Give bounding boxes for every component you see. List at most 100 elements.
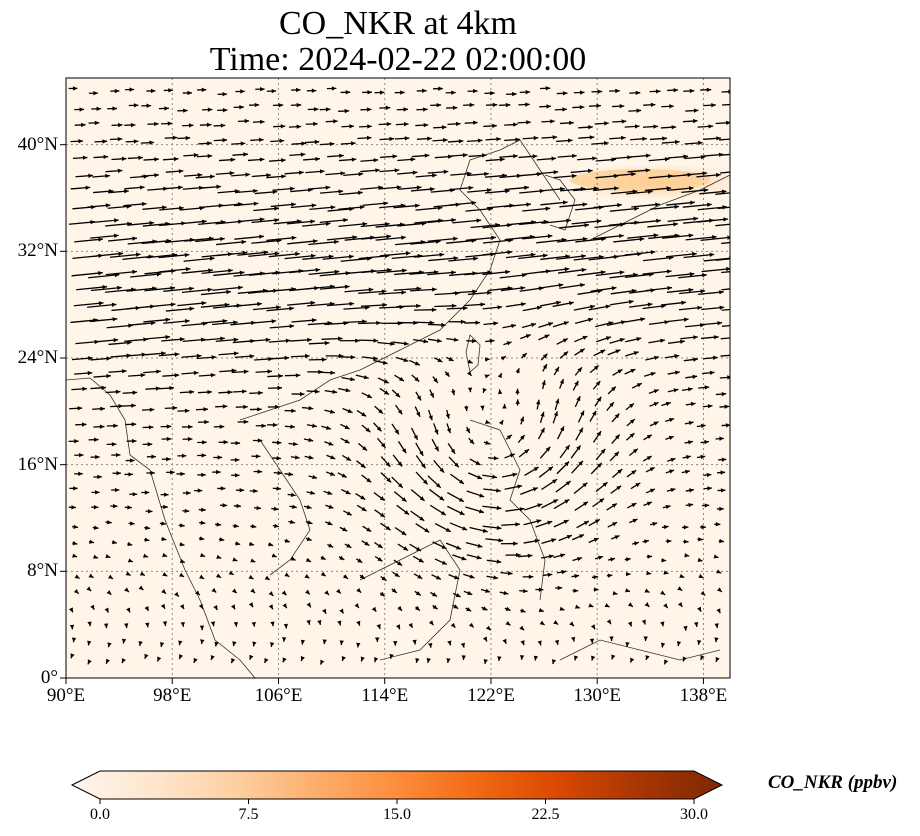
wind-arrow: [540, 201, 568, 206]
wind-arrow-head: [187, 436, 193, 442]
wind-arrow-head: [133, 139, 139, 144]
wind-arrow-head: [496, 488, 501, 493]
wind-arrow-head: [261, 423, 267, 428]
wind-arrow-head: [125, 571, 131, 576]
wind-arrow: [201, 269, 233, 275]
wind-arrow: [287, 301, 316, 306]
wind-arrow-head: [228, 268, 233, 273]
wind-arrow-head: [201, 507, 206, 512]
wind-arrow-head: [162, 572, 168, 577]
wind-arrow-head: [106, 356, 112, 361]
wind-arrow: [198, 221, 226, 226]
wind-arrow: [393, 287, 422, 291]
wind-arrow-head: [730, 102, 735, 106]
wind-arrow-head: [447, 640, 452, 646]
wind-arrow-head: [366, 527, 372, 532]
wind-arrow-head: [677, 602, 683, 607]
wind-arrow-head: [88, 173, 93, 178]
wind-arrow-head: [660, 621, 665, 627]
wind-arrow-head: [161, 205, 167, 210]
wind-arrow-head: [87, 659, 92, 665]
wind-arrow-head: [329, 141, 335, 147]
wind-arrow: [715, 192, 730, 195]
wind-arrow-head: [263, 250, 269, 255]
wind-arrow-head: [401, 235, 406, 240]
wind-arrow-head: [706, 472, 712, 478]
wind-arrow-head: [346, 543, 352, 548]
wind-arrow-head: [311, 88, 317, 93]
coastline-japan: [589, 174, 730, 241]
wind-arrow-head: [296, 102, 302, 108]
wind-arrow-head: [619, 270, 625, 275]
wind-arrow-head: [669, 417, 675, 423]
wind-arrow-head: [184, 508, 190, 514]
wind-arrow: [142, 222, 170, 227]
wind-arrow: [74, 238, 103, 243]
wind-arrow-head: [642, 136, 647, 142]
wind-arrow-head: [105, 554, 111, 559]
wind-arrow-head: [473, 88, 478, 94]
wind-arrow-head: [703, 188, 709, 193]
wind-arrow-head: [68, 607, 73, 613]
wind-arrow-head: [441, 544, 447, 549]
wind-arrow-head: [108, 574, 114, 579]
wind-arrow-head: [306, 602, 311, 608]
wind-arrow-head: [552, 135, 558, 140]
wind-arrow-head: [480, 405, 485, 411]
wind-arrow-head: [268, 604, 273, 610]
wind-arrow-head: [144, 490, 150, 495]
wind-arrow-head: [482, 387, 487, 393]
wind-arrow-head: [386, 477, 392, 483]
wind-arrow-head: [469, 574, 475, 579]
wind-arrow-head: [414, 605, 420, 611]
wind-arrow-head: [553, 411, 558, 417]
wind-arrow: [428, 257, 459, 262]
wind-arrow-head: [445, 527, 451, 532]
wind-arrow-head: [467, 590, 473, 595]
wind-arrow-head: [422, 479, 428, 485]
wind-arrow-head: [540, 427, 545, 433]
wind-arrow: [212, 286, 243, 291]
wind-arrow-head: [118, 122, 123, 128]
wind-arrow-head: [272, 189, 278, 195]
wind-arrow-head: [625, 588, 630, 593]
wind-arrow-head: [282, 603, 287, 609]
wind-arrow-head: [445, 413, 450, 419]
wind-arrow: [415, 206, 443, 211]
wind-arrow-head: [274, 523, 279, 528]
wind-arrow-head: [432, 604, 438, 610]
wind-arrow-head: [416, 411, 421, 417]
wind-arrow-head: [520, 640, 525, 646]
wind-arrow-head: [572, 153, 577, 159]
wind-arrow-head: [591, 655, 596, 661]
wind-arrow-head: [69, 624, 75, 630]
wind-arrow: [183, 257, 215, 262]
wind-arrow-head: [440, 510, 446, 516]
wind-arrow-head: [475, 460, 481, 465]
wind-arrow-head: [93, 525, 99, 530]
wind-arrow-head: [477, 543, 483, 548]
wind-arrow-head: [593, 537, 599, 542]
wind-arrow-head: [199, 574, 205, 579]
wind-arrow-head: [222, 92, 228, 97]
wind-arrow-head: [326, 425, 331, 430]
wind-arrow: [177, 302, 207, 307]
wind-arrow-head: [653, 124, 658, 129]
wind-arrow: [592, 234, 624, 240]
wind-arrow: [360, 223, 390, 228]
wind-arrow-head: [270, 621, 275, 627]
wind-arrow-head: [663, 570, 669, 575]
wind-arrow-head: [444, 371, 450, 377]
wind-arrow-head: [617, 469, 623, 474]
wind-arrow-head: [677, 586, 683, 591]
wind-arrow-head: [143, 553, 148, 558]
wind-arrow: [338, 222, 368, 228]
wind-arrow: [522, 207, 551, 212]
wind-arrow-head: [276, 305, 281, 310]
wind-arrow-head: [480, 302, 486, 307]
wind-arrow-head: [249, 654, 254, 660]
wind-arrow-head: [248, 602, 254, 608]
wind-arrow-head: [112, 540, 117, 545]
wind-arrow-head: [291, 408, 296, 413]
wind-arrow-head: [391, 588, 397, 593]
